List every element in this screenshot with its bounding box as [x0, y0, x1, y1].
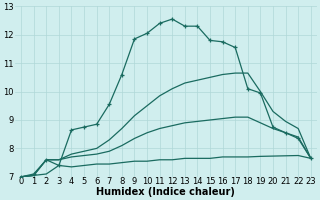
X-axis label: Humidex (Indice chaleur): Humidex (Indice chaleur): [97, 187, 236, 197]
